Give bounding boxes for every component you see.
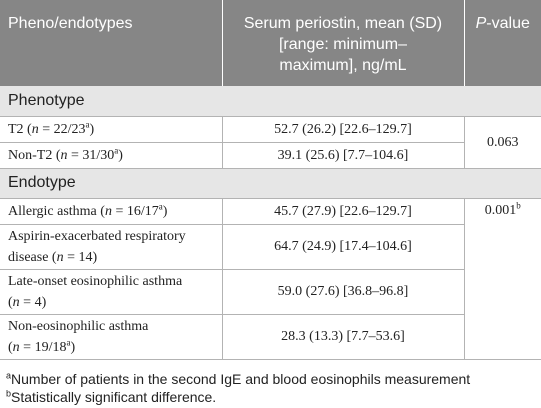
row-label-non-t2: Non-T2 (n = 31/30a): [0, 141, 223, 169]
table-row: T2 (n = 22/23a) 52.7 (26.2) [22.6–129.7]…: [0, 115, 541, 169]
section-row-phenotype: Phenotype: [0, 86, 541, 117]
section-row-endotype: Endotype: [0, 168, 541, 199]
section-title-endotype: Endotype: [0, 168, 541, 199]
row-label-non-eosinophilic: Non-eosinophilic asthma (n = 19/18a): [0, 313, 223, 360]
row-value-non-eosinophilic: 28.3 (13.3) [7.7–53.6]: [221, 313, 465, 360]
table-row: Late-onset eosinophilic asthma (n = 4) 59…: [0, 268, 541, 315]
table-row: Aspirin-exacerbated respiratory disease (…: [0, 223, 541, 270]
footnote-b: bStatistically significant difference.: [6, 388, 217, 405]
p-value-endotype: 0.001b: [463, 197, 541, 360]
row-label-aerd: Aspirin-exacerbated respiratory disease (…: [0, 223, 223, 270]
table-row: Non-T2 (n = 31/30a) 39.1 (25.6) [7.7–104…: [0, 141, 541, 169]
footnotes: aNumber of patients in the second IgE an…: [6, 370, 470, 406]
table-row: Non-eosinophilic asthma (n = 19/18a) 28.3…: [0, 313, 541, 360]
row-label-t2: T2 (n = 22/23a): [0, 115, 223, 143]
header-pheno-endotypes: Pheno/endotypes: [0, 0, 223, 86]
row-value-late-onset: 59.0 (27.6) [36.8–96.8]: [221, 268, 465, 315]
row-value-t2: 52.7 (26.2) [22.6–129.7]: [221, 115, 465, 143]
p-value-phenotype: 0.063: [463, 115, 541, 169]
row-label-allergic-asthma: Allergic asthma (n = 16/17a): [0, 197, 223, 225]
row-label-late-onset: Late-onset eosinophilic asthma (n = 4): [0, 268, 223, 315]
table-row: Allergic asthma (n = 16/17a) 45.7 (27.9)…: [0, 197, 541, 360]
header-serum-periostin: Serum periostin, mean (SD) [range: minim…: [222, 0, 465, 86]
row-value-allergic-asthma: 45.7 (27.9) [22.6–129.7]: [221, 197, 465, 225]
footnote-a: aNumber of patients in the second IgE an…: [6, 370, 471, 387]
row-value-aerd: 64.7 (24.9) [17.4–104.6]: [221, 223, 465, 270]
table-header: Pheno/endotypes Serum periostin, mean (S…: [0, 0, 541, 86]
section-title-phenotype: Phenotype: [0, 86, 541, 117]
periostin-table: Pheno/endotypes Serum periostin, mean (S…: [0, 0, 541, 360]
header-p-value: P-value: [464, 0, 541, 86]
row-value-non-t2: 39.1 (25.6) [7.7–104.6]: [221, 141, 465, 169]
